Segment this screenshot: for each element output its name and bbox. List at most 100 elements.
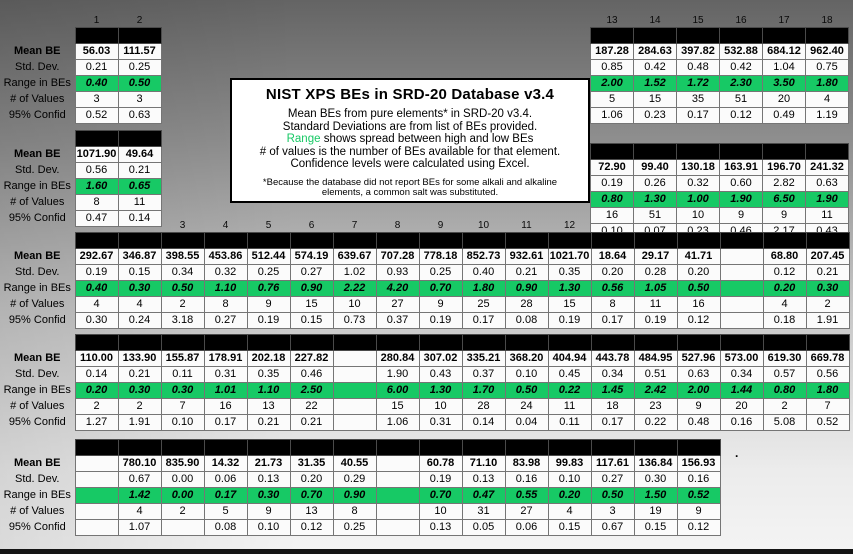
- row-label: 95% Confid: [8, 521, 66, 533]
- value-cell: 10: [676, 207, 720, 224]
- element-header: SrF₂: [117, 334, 162, 351]
- value-cell: 0.17: [203, 487, 248, 504]
- value-cell: 0.00: [160, 471, 205, 488]
- row-label: # of Values: [10, 298, 65, 310]
- group-number: 5: [265, 220, 272, 231]
- value-cell: 0.17: [461, 312, 506, 329]
- value-cell: 1071.90: [74, 146, 119, 163]
- block-na-mg: NaCl Mg° Mean BE 1071.90 49.64 Std. Dev. 0.56 0…: [0, 130, 162, 227]
- element-header: Y°: [160, 334, 205, 351]
- value-cell: 0.30: [246, 487, 291, 504]
- description-line-rest: shows spread between high and low BEs: [320, 133, 534, 145]
- value-cell: 0.31: [203, 366, 248, 383]
- value-cell: 18: [590, 398, 635, 415]
- value-cell: 0.13: [461, 471, 506, 488]
- value-cell: 0.93: [375, 264, 420, 281]
- value-cell: 0.06: [504, 519, 549, 536]
- value-cell: 0.63: [117, 107, 162, 124]
- element-header: Cs°: [74, 439, 119, 456]
- element-header: Ar(+): [805, 143, 849, 160]
- value-cell: 0.15: [117, 264, 162, 281]
- label-spacer: [0, 219, 75, 233]
- value-cell: 0.56: [74, 162, 119, 179]
- value-cell: 68.80: [762, 248, 807, 265]
- value-cell: 187.28: [590, 43, 634, 60]
- element-header: Ag°: [504, 334, 549, 351]
- value-cell: 0.15: [547, 519, 592, 536]
- value-cell: 0.12: [289, 519, 334, 536]
- value-cell: 2: [762, 398, 807, 415]
- be-table-period6: Cs° BaO La° Hf° Ta° W° Re° Os° Ir° Pt° Au° Hg° Tl° Pb…: [0, 439, 721, 536]
- block-period-6: Cs° BaO La° Hf° Ta° W° Re° Os° Ir° Pt° Au° Hg° Tl° Pb…: [0, 439, 721, 536]
- value-cell: 0.17: [590, 312, 635, 329]
- element-header: Sn°: [633, 334, 678, 351]
- element-header: Pt°: [461, 439, 506, 456]
- value-cell: 0.73: [332, 312, 377, 329]
- value-cell: 1.72: [676, 75, 720, 92]
- element-header: Os°: [375, 439, 420, 456]
- value-cell: 0.50: [160, 280, 205, 297]
- value-cell: 83.98: [504, 455, 549, 472]
- value-cell: 27: [375, 296, 420, 313]
- value-cell: 9: [246, 296, 291, 313]
- element-header: Cr°: [289, 232, 334, 249]
- value-cell: 0.56: [590, 280, 635, 297]
- value-cell: 15: [633, 91, 677, 108]
- value-cell: 0.30: [633, 471, 678, 488]
- value-cell: 227.82: [289, 350, 334, 367]
- page-title: NIST XPS BEs in SRD-20 Database v3.4: [265, 86, 555, 103]
- value-cell: 0.22: [547, 382, 592, 399]
- value-cell: 619.30: [762, 350, 807, 367]
- value-cell: 14.32: [203, 455, 248, 472]
- value-cell: 56.03: [74, 43, 119, 60]
- value-cell: 397.82: [676, 43, 720, 60]
- value-cell: 0.40: [461, 264, 506, 281]
- block-period-5: RbCl SrF₂ Y° Zr° Nb° Mo° Tc° Ru° Rh° Pd° Ag° Cd° In°…: [0, 334, 850, 431]
- value-cell: 0.19: [418, 312, 463, 329]
- value-cell: 1.10: [246, 382, 291, 399]
- value-cell: [74, 487, 119, 504]
- description-line: Mean BEs from pure elements* in SRD-20 v…: [287, 108, 533, 120]
- value-cell: 962.40: [805, 43, 849, 60]
- value-cell: 0.19: [590, 175, 634, 192]
- value-cell: 2.50: [289, 382, 334, 399]
- value-cell: 0.11: [160, 366, 205, 383]
- row-label: Mean BE: [14, 148, 61, 160]
- value-cell: 72.90: [590, 159, 634, 176]
- value-cell: 0.80: [590, 191, 634, 208]
- value-cell: 443.78: [590, 350, 635, 367]
- value-cell: 0.20: [590, 264, 635, 281]
- value-cell: 0.47: [461, 487, 506, 504]
- value-cell: 18.64: [590, 248, 635, 265]
- value-cell: 0.04: [504, 414, 549, 431]
- value-cell: 11: [547, 398, 592, 415]
- value-cell: 0.76: [246, 280, 291, 297]
- value-cell: 0.20: [289, 471, 334, 488]
- value-cell: 2: [117, 398, 162, 415]
- value-cell: 0.90: [332, 487, 377, 504]
- value-cell: 10: [418, 398, 463, 415]
- value-cell: 20: [719, 398, 764, 415]
- value-cell: 835.90: [160, 455, 205, 472]
- value-cell: 11: [117, 194, 162, 211]
- value-cell: 0.50: [676, 280, 721, 297]
- value-cell: 0.14: [74, 366, 119, 383]
- value-cell: 9: [418, 296, 463, 313]
- value-cell: [719, 280, 764, 297]
- value-cell: 0.08: [203, 519, 248, 536]
- element-header: In°: [590, 334, 635, 351]
- value-cell: 51: [719, 91, 763, 108]
- value-cell: 0.22: [633, 414, 678, 431]
- element-header: Xe(+): [805, 334, 850, 351]
- value-cell: 1.06: [375, 414, 420, 431]
- value-cell: 0.63: [805, 175, 849, 192]
- be-table-groups-13-18: 13 14 15 16 17 18 B° C° Si₃N₄ SiO₂ MF Ne(+) 187.28 28…: [590, 14, 849, 124]
- value-cell: 28: [461, 398, 506, 415]
- element-header: Cd°: [547, 334, 592, 351]
- value-cell: 4: [547, 503, 592, 520]
- value-cell: 15: [289, 296, 334, 313]
- value-cell: 0.11: [547, 414, 592, 431]
- label-spacer: [0, 14, 75, 28]
- element-header: W°: [289, 439, 334, 456]
- value-cell: 8: [590, 296, 635, 313]
